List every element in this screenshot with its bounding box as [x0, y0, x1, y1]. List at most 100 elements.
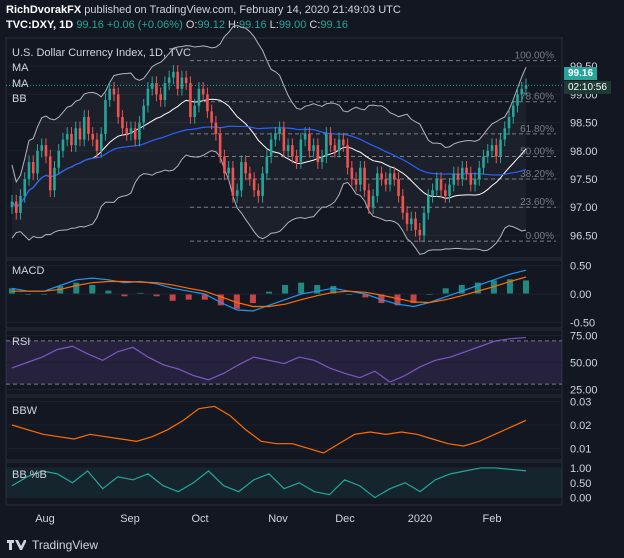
candle-body: [31, 162, 35, 174]
candle-body: [159, 94, 162, 101]
candle-body: [278, 128, 281, 134]
candle-body: [503, 128, 507, 140]
candle-body: [422, 212, 426, 236]
candle-body: [155, 83, 158, 95]
rsi-label[interactable]: RSI: [12, 336, 31, 348]
open-value: 99.12: [197, 19, 225, 31]
bb-label[interactable]: BB: [12, 93, 27, 105]
candle-body: [146, 88, 150, 106]
fib-label: 78.60%: [520, 92, 554, 103]
macd-histogram-bar: [298, 282, 305, 294]
bbw-label[interactable]: BBW: [12, 405, 38, 417]
macd-histogram-bar: [266, 291, 272, 294]
author-name[interactable]: RichDvorakFX: [6, 4, 82, 16]
bbpb-label[interactable]: BB %B: [12, 469, 47, 481]
candle-body: [397, 179, 400, 196]
price-tag: 99.16: [564, 67, 598, 80]
symbol-label[interactable]: TVC:DXY, 1D: [6, 19, 74, 31]
candle-body: [418, 229, 422, 236]
x-tick-label: Oct: [191, 513, 208, 525]
candle-body: [376, 173, 379, 196]
candle-body: [252, 179, 256, 191]
candle-body: [286, 145, 290, 151]
candle-body: [57, 150, 61, 168]
candle-body: [516, 94, 519, 106]
ma-fast-label[interactable]: MA: [12, 62, 29, 74]
macd-histogram-bar: [249, 294, 256, 304]
candle-body: [244, 162, 247, 174]
open-label: O:: [185, 19, 198, 31]
candle-body: [23, 179, 27, 196]
tradingview-logo[interactable]: TradingView: [6, 538, 98, 552]
candle-body: [223, 156, 226, 174]
candle-body: [371, 195, 375, 208]
candle-body: [214, 122, 218, 134]
candle-body: [265, 156, 269, 174]
candle-body: [350, 167, 354, 180]
candle-body: [477, 167, 481, 180]
tradingview-icon: [7, 540, 26, 550]
candle-body: [473, 179, 477, 185]
macd-histogram-bar: [282, 284, 289, 294]
fib-label: 61.80%: [520, 124, 554, 135]
candle-body: [316, 145, 320, 163]
fib-label: 38.20%: [520, 169, 554, 180]
candle-body: [74, 128, 78, 146]
macd-y-tick: 0.50: [570, 261, 591, 273]
candle-body: [401, 195, 405, 213]
candle-body: [240, 162, 243, 191]
macd-histogram-bar: [73, 282, 80, 294]
ma-slow-line: [11, 125, 527, 209]
candle-body: [108, 88, 112, 101]
candle-body: [282, 128, 286, 151]
candle-body: [452, 173, 456, 185]
brand-label: TradingView: [32, 538, 99, 552]
rsi-y-tick: 25.00: [570, 385, 598, 397]
candle-body: [227, 167, 230, 174]
candle-body: [193, 105, 196, 117]
candle-body: [325, 133, 328, 157]
candle-body: [414, 218, 417, 230]
candle-body: [465, 167, 468, 174]
candle-body: [439, 179, 443, 191]
candle-body: [133, 128, 137, 140]
candle-body: [384, 179, 388, 185]
low-value: 99.00: [278, 19, 307, 31]
y-tick-label: 98.00: [570, 146, 598, 158]
candle-body: [138, 122, 141, 140]
macd-histogram-bar: [169, 294, 176, 301]
macd-label[interactable]: MACD: [12, 265, 45, 277]
candle-body: [333, 145, 337, 151]
candle-body: [95, 139, 99, 151]
candle-body: [91, 133, 95, 140]
candle-body: [19, 195, 22, 213]
candle-body: [359, 167, 362, 185]
ma-slow-label[interactable]: MA: [12, 78, 29, 90]
candle-body: [342, 139, 345, 146]
candle-body: [197, 88, 201, 106]
macd-histogram-bar: [442, 288, 449, 294]
x-tick-label: Dec: [335, 513, 355, 525]
candle-body: [269, 139, 273, 157]
macd-series-line: [12, 276, 527, 308]
candle-body: [206, 94, 209, 112]
candle-body: [482, 156, 485, 168]
candle-body: [189, 83, 192, 117]
candle-body: [172, 71, 175, 78]
candle-body: [87, 116, 90, 134]
publish-info: published on TradingView.com, February 1…: [84, 4, 401, 16]
candle-body: [490, 145, 494, 151]
fib-label: 0.00%: [526, 231, 554, 242]
candle-body: [163, 83, 167, 101]
countdown-tag: 02:10:56: [564, 81, 611, 94]
macd-histogram-bar: [378, 294, 385, 304]
candle-body: [65, 133, 69, 140]
candle-body: [456, 173, 460, 180]
candle-body: [308, 133, 311, 151]
candle-body: [40, 145, 44, 151]
chart-title: U.S. Dollar Currency Index, 1D, TVC: [12, 47, 191, 59]
candle-body: [27, 162, 31, 180]
fib-label: 23.60%: [520, 197, 554, 208]
candle-body: [303, 133, 307, 140]
